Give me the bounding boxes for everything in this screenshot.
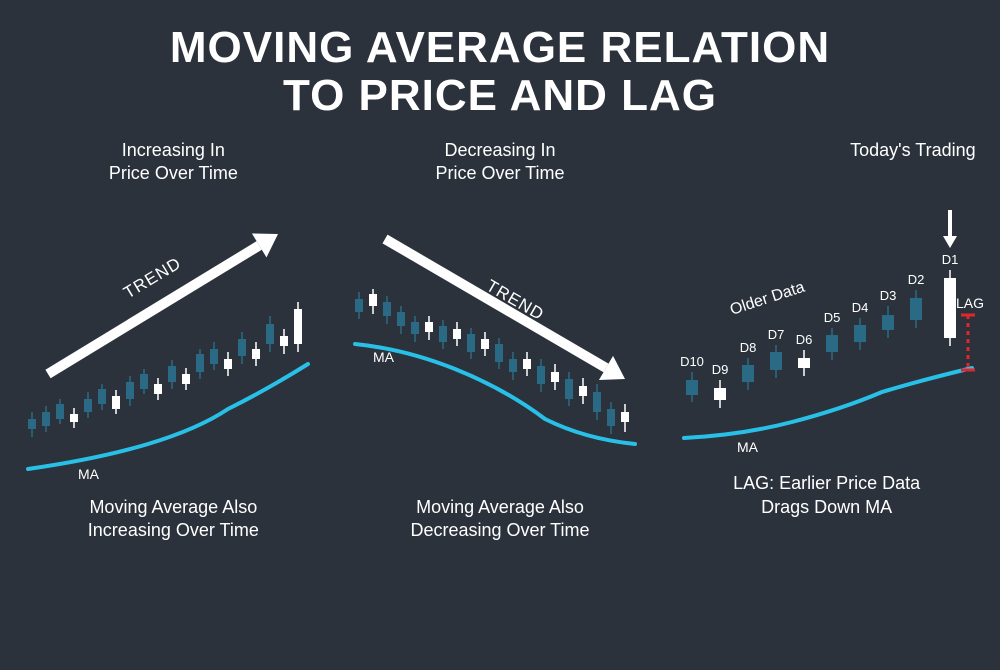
panel3-bottom-label: LAG: Earlier Price Data Drags Down MA	[672, 472, 982, 519]
svg-text:Older Data: Older Data	[728, 279, 807, 319]
title-line2: TO PRICE AND LAG	[0, 72, 1000, 120]
svg-text:D9: D9	[711, 362, 728, 377]
svg-text:D4: D4	[851, 300, 868, 315]
svg-text:MA: MA	[78, 466, 100, 482]
panel2-top-label: Decreasing In Price Over Time	[345, 139, 655, 186]
panel3-chart: D10 D9 D8 D7 D6 D5 D4 D3 D2 D1 MA Older Data LAG	[672, 170, 982, 460]
panel-lag: Today's Trading D10 D9 D8 D7 D6 D5 D4 D3 D2 D1 MA O…	[672, 139, 982, 543]
svg-text:MA: MA	[373, 349, 395, 365]
panels-row: Increasing In Price Over Time TRENDMA Mo…	[0, 121, 1000, 543]
svg-text:MA: MA	[737, 439, 759, 455]
svg-text:D1: D1	[941, 252, 958, 267]
svg-text:D3: D3	[879, 288, 896, 303]
panel1-chart: TRENDMA	[18, 194, 328, 484]
svg-text:D6: D6	[795, 332, 812, 347]
panel2-chart: TRENDMA	[345, 194, 655, 484]
panel1-top-label: Increasing In Price Over Time	[18, 139, 328, 186]
svg-text:D2: D2	[907, 272, 924, 287]
svg-text:LAG: LAG	[956, 295, 984, 311]
panel1-bottom-label: Moving Average Also Increasing Over Time	[18, 496, 328, 543]
svg-text:D7: D7	[767, 327, 784, 342]
main-title: MOVING AVERAGE RELATION TO PRICE AND LAG	[0, 0, 1000, 121]
panel-downtrend: Decreasing In Price Over Time TRENDMA Mo…	[345, 139, 655, 543]
panel-uptrend: Increasing In Price Over Time TRENDMA Mo…	[18, 139, 328, 543]
svg-text:D10: D10	[680, 354, 704, 369]
svg-text:D5: D5	[823, 310, 840, 325]
panel3-top-label: Today's Trading	[672, 139, 982, 162]
panel2-bottom-label: Moving Average Also Decreasing Over Time	[345, 496, 655, 543]
title-line1: MOVING AVERAGE RELATION	[0, 24, 1000, 72]
svg-text:D8: D8	[739, 340, 756, 355]
